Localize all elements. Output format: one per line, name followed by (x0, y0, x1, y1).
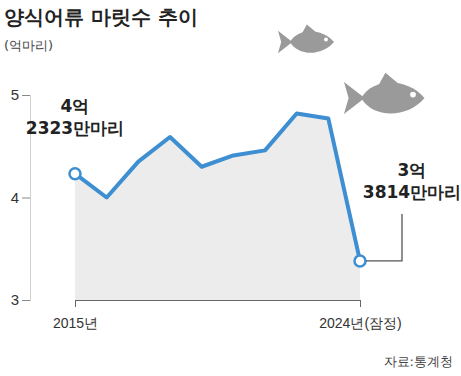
x-tick (170, 300, 171, 307)
x-tick-mark (265, 300, 266, 307)
area (75, 113, 360, 300)
point-marker (70, 168, 81, 179)
annotation-line: 2323만마리 (26, 118, 124, 138)
x-tick (138, 300, 139, 307)
y-tick-mark (22, 95, 30, 96)
x-tick: 2015년 (53, 300, 98, 331)
x-tick-mark (107, 300, 108, 307)
x-axis: 2015년 2024년(잠정) (53, 300, 402, 331)
x-tick-mark (233, 300, 234, 307)
x-tick-mark (138, 300, 139, 307)
x-tick (233, 300, 234, 307)
y-tick-label: 4 (11, 189, 19, 206)
source: 자료:통계청 (384, 354, 453, 369)
x-axis-line (76, 300, 361, 301)
x-tick-mark (328, 300, 329, 307)
fish-eye (410, 92, 416, 98)
annotation-line: 3억 (398, 160, 427, 180)
x-tick (202, 300, 203, 307)
x-tick-label: 2024년(잠정) (319, 315, 401, 331)
y-tick: 5 (11, 86, 30, 103)
x-tick-mark (75, 300, 76, 307)
y-tick: 3 (11, 291, 30, 308)
fish-fin (302, 24, 316, 33)
y-tick: 4 (11, 189, 30, 206)
fish-tail (344, 82, 365, 114)
plot-area (70, 113, 366, 300)
x-tick-label: 2015년 (53, 315, 98, 331)
y-tick-mark (22, 198, 30, 199)
x-tick: 2024년(잠정) (319, 300, 401, 331)
fish-fin (379, 73, 400, 86)
chart: 양식어류 마릿수 추이 (억마리) 3 4 5 2015년 2024년(잠정) 4억2323만… (0, 0, 461, 376)
title: 양식어류 마릿수 추이 (4, 5, 198, 29)
annotation-line: 3814만마리 (363, 182, 461, 202)
y-axis-title: (억마리) (4, 38, 53, 53)
fish-tail (278, 31, 292, 53)
x-tick-mark (297, 300, 298, 307)
annotation-leader (366, 214, 402, 261)
annotation-line: 4억 (61, 96, 90, 116)
fish-icon (278, 24, 334, 53)
x-tick (107, 300, 108, 307)
x-tick-mark (360, 300, 361, 307)
annotation: 4억2323만마리 (26, 96, 124, 138)
fish-body (290, 31, 334, 53)
fish-eye (324, 38, 328, 42)
y-tick-label: 3 (11, 291, 19, 308)
annotation: 3억3814만마리 (363, 160, 461, 202)
fish-body (361, 82, 424, 113)
y-tick-label: 5 (11, 86, 19, 103)
x-tick (328, 300, 329, 307)
x-tick-mark (170, 300, 171, 307)
fish-icon (344, 73, 425, 114)
x-tick (265, 300, 266, 307)
point-marker (355, 255, 366, 266)
x-tick (297, 300, 298, 307)
y-tick-mark (22, 300, 30, 301)
x-tick-mark (202, 300, 203, 307)
